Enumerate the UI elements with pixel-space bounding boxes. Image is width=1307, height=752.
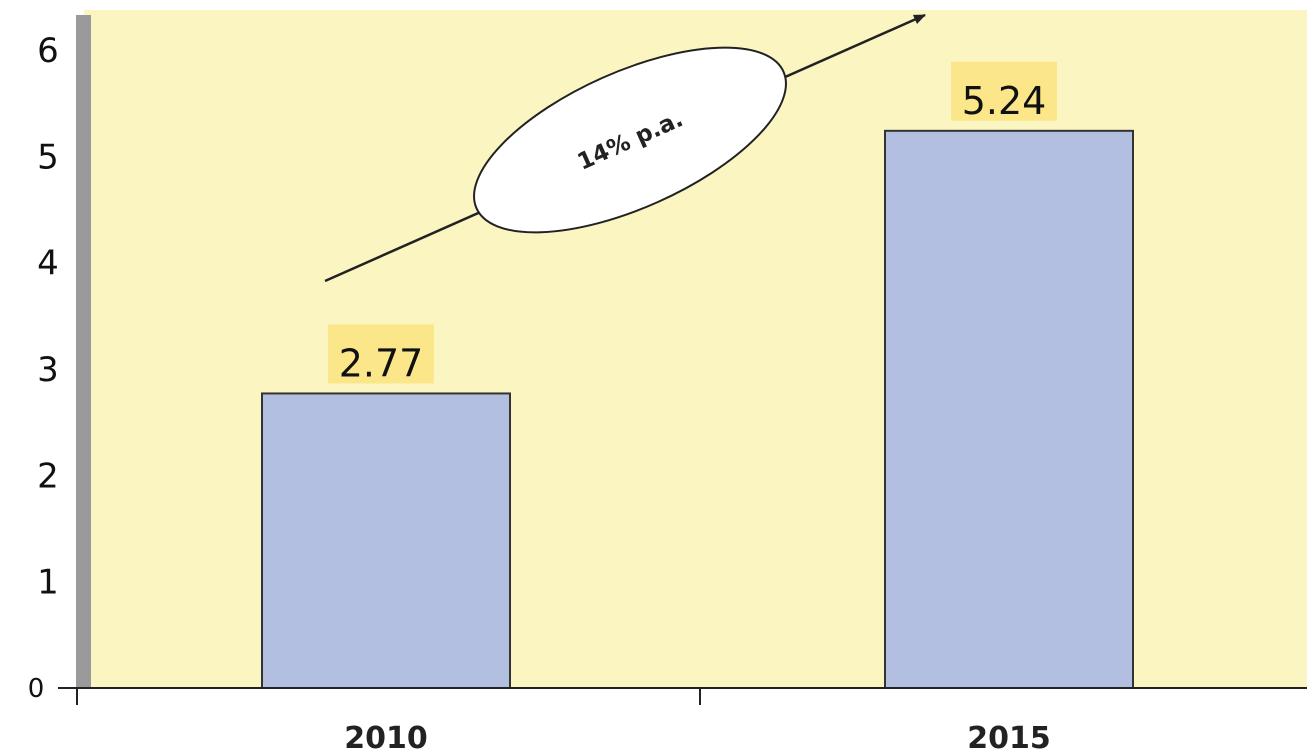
growth-ellipse	[473, 46, 787, 234]
data-label-highlight	[328, 324, 434, 384]
bar-2010	[261, 392, 511, 689]
y-tick-label: 5	[37, 137, 59, 177]
y-tick-label: 1	[37, 563, 59, 603]
bar-2015	[884, 129, 1134, 689]
x-axis-ticks: 2010 2015	[344, 721, 1051, 752]
data-label-highlight	[951, 61, 1057, 121]
y-axis-ticks: 0 1 2 3 4 5 6	[28, 31, 59, 704]
bars	[261, 129, 1134, 689]
data-label-2010: 2.77	[339, 341, 424, 385]
growth-annotation: 14% p.a.	[324, 13, 926, 283]
y-tick-label: 4	[37, 244, 59, 284]
y-tick-label: 3	[37, 350, 59, 390]
y-tick-label: 2	[37, 456, 59, 496]
y-axis-bar	[76, 15, 91, 689]
data-label-2015: 5.24	[962, 79, 1047, 123]
y-tick-label: 0	[28, 674, 45, 704]
y-tick-label: 6	[37, 31, 59, 71]
x-tick-label: 2015	[967, 721, 1051, 752]
data-labels: 2.77 5.24	[328, 61, 1057, 385]
x-tick-label: 2010	[344, 721, 428, 752]
